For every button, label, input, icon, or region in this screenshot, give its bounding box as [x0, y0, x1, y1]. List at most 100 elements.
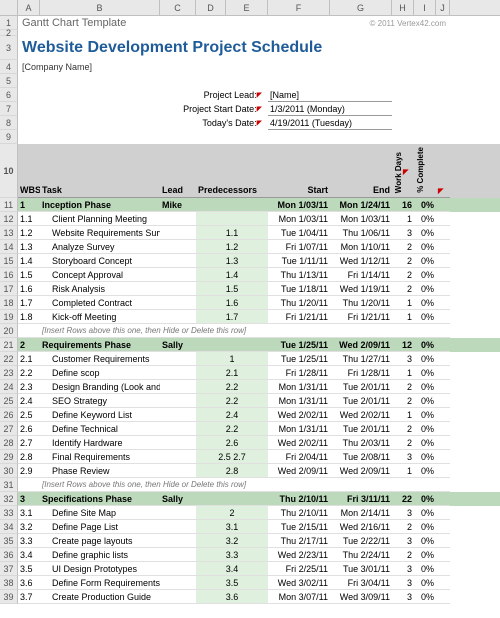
workdays-cell[interactable]: 1 — [392, 296, 414, 310]
row-header[interactable]: 26 — [0, 408, 18, 422]
lead-cell[interactable] — [160, 310, 196, 324]
pct-cell[interactable]: 0% — [414, 366, 436, 380]
pct-cell[interactable]: 0% — [414, 562, 436, 576]
end-cell[interactable]: Wed 2/09/11 — [330, 338, 392, 352]
row-header[interactable]: 30 — [0, 464, 18, 478]
workdays-cell[interactable]: 3 — [392, 562, 414, 576]
row-header[interactable]: 25 — [0, 394, 18, 408]
pred-cell[interactable]: 1.4 — [196, 268, 268, 282]
start-cell[interactable]: Fri 1/07/11 — [268, 240, 330, 254]
lead-cell[interactable]: Mike — [160, 198, 196, 212]
lead-cell[interactable] — [160, 352, 196, 366]
start-cell[interactable]: Tue 1/18/11 — [268, 282, 330, 296]
start-cell[interactable]: Wed 2/02/11 — [268, 436, 330, 450]
task-cell[interactable]: Identify Hardware — [40, 436, 160, 450]
row-header[interactable]: 33 — [0, 506, 18, 520]
meta-label[interactable]: Project Start Date:◤ — [160, 102, 268, 116]
pct-cell[interactable]: 0% — [414, 576, 436, 590]
lead-cell[interactable] — [160, 212, 196, 226]
task-cell[interactable]: Phase Review — [40, 464, 160, 478]
task-cell[interactable]: Define graphic lists — [40, 548, 160, 562]
wbs-cell[interactable]: 2.9 — [18, 464, 40, 478]
pred-cell[interactable]: 2.8 — [196, 464, 268, 478]
row-header[interactable]: 21 — [0, 338, 18, 352]
start-cell[interactable]: Tue 1/25/11 — [268, 352, 330, 366]
pred-cell[interactable] — [196, 338, 268, 352]
meta-value[interactable]: 1/3/2011 (Monday) — [268, 102, 392, 116]
meta-value[interactable]: [Name] — [268, 88, 392, 102]
workdays-cell[interactable]: 2 — [392, 394, 414, 408]
pred-cell[interactable]: 3.1 — [196, 520, 268, 534]
col-header[interactable]: G — [330, 0, 392, 15]
end-cell[interactable]: Fri 3/04/11 — [330, 576, 392, 590]
lead-cell[interactable] — [160, 394, 196, 408]
start-cell[interactable]: Mon 1/31/11 — [268, 394, 330, 408]
end-cell[interactable]: Thu 1/27/11 — [330, 352, 392, 366]
task-cell[interactable]: Concept Approval — [40, 268, 160, 282]
wbs-cell[interactable]: 1.8 — [18, 310, 40, 324]
hint-text[interactable]: [Insert Rows above this one, then Hide o… — [40, 478, 450, 492]
lead-cell[interactable] — [160, 450, 196, 464]
start-cell[interactable]: Fri 2/04/11 — [268, 450, 330, 464]
end-cell[interactable]: Fri 1/28/11 — [330, 366, 392, 380]
wbs-cell[interactable]: 2.2 — [18, 366, 40, 380]
lead-cell[interactable] — [160, 576, 196, 590]
lead-cell[interactable] — [160, 296, 196, 310]
header-lead[interactable]: Lead — [160, 185, 196, 198]
task-cell[interactable]: Define Page List — [40, 520, 160, 534]
row-header[interactable]: 6 — [0, 88, 18, 102]
end-cell[interactable]: Thu 2/03/11 — [330, 436, 392, 450]
row-header[interactable]: 10 — [0, 144, 18, 198]
meta-label[interactable]: Today's Date:◤ — [160, 116, 268, 130]
wbs-cell[interactable]: 2.5 — [18, 408, 40, 422]
lead-cell[interactable] — [160, 520, 196, 534]
end-cell[interactable]: Fri 3/11/11 — [330, 492, 392, 506]
header-task[interactable]: Task — [40, 185, 160, 198]
start-cell[interactable]: Fri 1/28/11 — [268, 366, 330, 380]
row-header[interactable]: 8 — [0, 116, 18, 130]
end-cell[interactable]: Tue 2/01/11 — [330, 394, 392, 408]
pred-cell[interactable]: 3.3 — [196, 548, 268, 562]
pct-cell[interactable]: 0% — [414, 380, 436, 394]
task-cell[interactable]: Define scop — [40, 366, 160, 380]
workdays-cell[interactable]: 1 — [392, 310, 414, 324]
header-pct[interactable]: % Complete — [414, 145, 436, 198]
workdays-cell[interactable]: 12 — [392, 338, 414, 352]
end-cell[interactable]: Mon 2/14/11 — [330, 506, 392, 520]
wbs-cell[interactable]: 1.7 — [18, 296, 40, 310]
row-header[interactable]: 37 — [0, 562, 18, 576]
header-end[interactable]: End — [330, 185, 392, 198]
row-header[interactable]: 18 — [0, 296, 18, 310]
end-cell[interactable]: Thu 2/24/11 — [330, 548, 392, 562]
row-header[interactable]: 22 — [0, 352, 18, 366]
row-header[interactable]: 3 — [0, 36, 18, 60]
workdays-cell[interactable]: 2 — [392, 254, 414, 268]
task-cell[interactable]: Kick-off Meeting — [40, 310, 160, 324]
pred-cell[interactable]: 2.2 — [196, 394, 268, 408]
task-cell[interactable]: Define Technical — [40, 422, 160, 436]
row-header[interactable]: 9 — [0, 130, 18, 144]
company-name[interactable]: [Company Name] — [18, 60, 500, 74]
pred-cell[interactable]: 2.5 2.7 — [196, 450, 268, 464]
row-header[interactable]: 7 — [0, 102, 18, 116]
pct-cell[interactable]: 0% — [414, 590, 436, 604]
lead-cell[interactable] — [160, 268, 196, 282]
task-cell[interactable]: Analyze Survey — [40, 240, 160, 254]
col-header[interactable]: E — [226, 0, 268, 15]
row-header[interactable]: 19 — [0, 310, 18, 324]
pct-cell[interactable]: 0% — [414, 548, 436, 562]
task-cell[interactable]: Final Requirements — [40, 450, 160, 464]
wbs-cell[interactable]: 1.1 — [18, 212, 40, 226]
workdays-cell[interactable]: 2 — [392, 436, 414, 450]
pred-cell[interactable]: 1 — [196, 352, 268, 366]
pct-cell[interactable]: 0% — [414, 226, 436, 240]
row-header[interactable]: 38 — [0, 576, 18, 590]
task-cell[interactable]: Define Site Map — [40, 506, 160, 520]
pct-cell[interactable]: 0% — [414, 520, 436, 534]
col-header[interactable]: B — [40, 0, 160, 15]
lead-cell[interactable] — [160, 506, 196, 520]
start-cell[interactable]: Thu 2/17/11 — [268, 534, 330, 548]
end-cell[interactable]: Tue 2/22/11 — [330, 534, 392, 548]
hint-text[interactable]: [Insert Rows above this one, then Hide o… — [40, 324, 450, 338]
task-cell[interactable]: Storyboard Concept — [40, 254, 160, 268]
